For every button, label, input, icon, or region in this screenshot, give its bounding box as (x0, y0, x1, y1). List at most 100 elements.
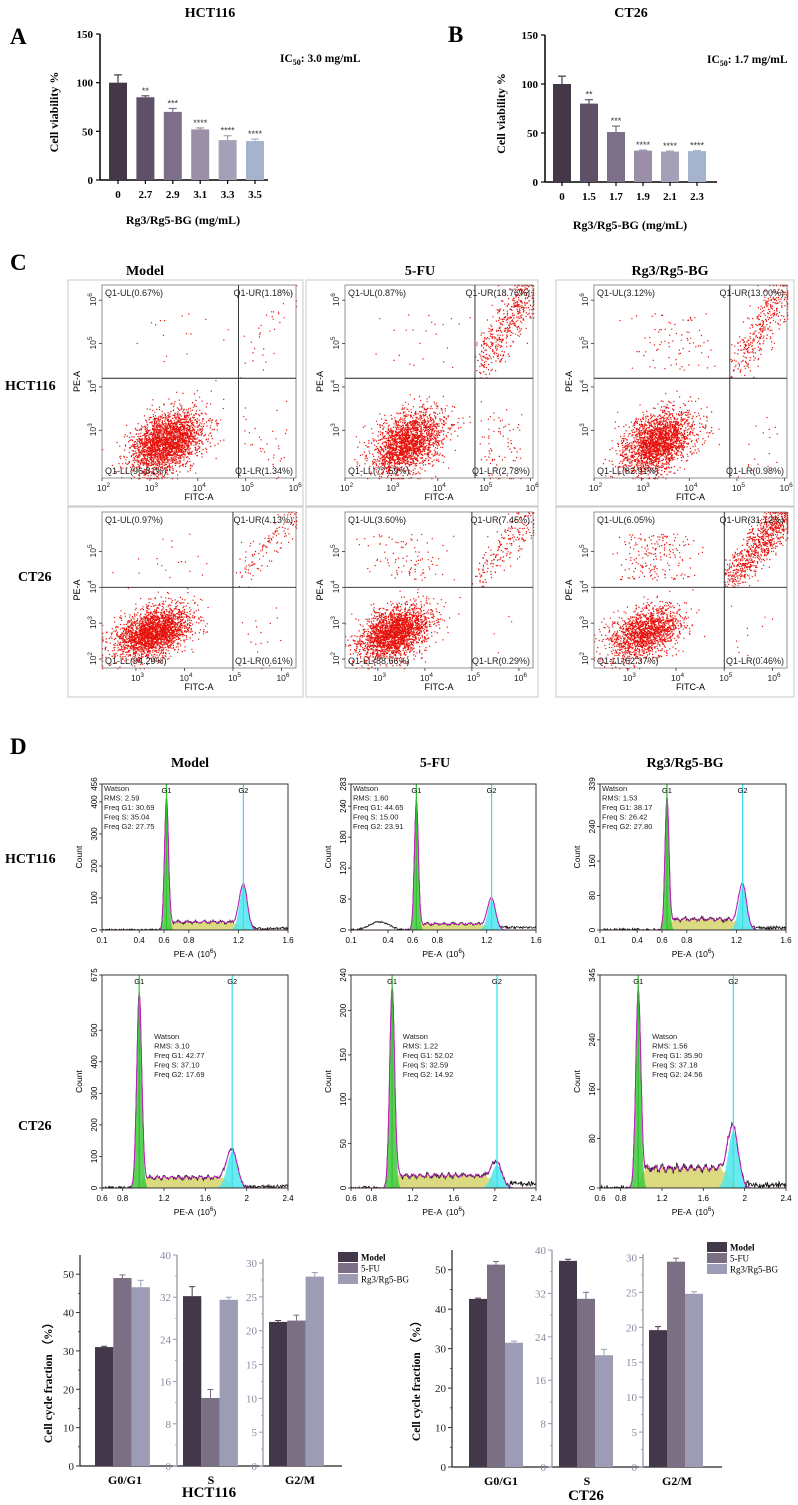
tick-exponent: 4 (330, 379, 337, 383)
x-tick-label: 105 (228, 672, 241, 683)
x-tick-label: 2.4 (780, 1194, 792, 1203)
quadrant-label-ur: Q1-UR(4.13%) (233, 515, 293, 525)
tick-exponent: 6 (523, 672, 527, 679)
watson-stat-line: Freq G1: 52.02 (403, 1051, 453, 1060)
tick-base: 10 (684, 483, 694, 493)
y-tick-label: 0 (88, 175, 94, 187)
legend-label: 5-FU (730, 1254, 750, 1264)
tick-exponent: 3 (632, 672, 636, 679)
y-tick-label: 0 (252, 1461, 258, 1473)
x-tick-label: 104 (684, 482, 697, 493)
bar (607, 132, 625, 182)
x-axis-label: PE-A (106) (422, 948, 465, 959)
y-tick-label: 5 (632, 1427, 638, 1439)
scatter-points (102, 285, 298, 480)
x-tick-label: 106 (780, 482, 793, 493)
legend-swatch (707, 1242, 727, 1252)
ic50-sub: 50 (293, 58, 301, 67)
y-tick-label: 160 (588, 854, 597, 868)
tick-base: 10 (88, 655, 98, 665)
x-axis-label-xlabel: PE-A (672, 949, 692, 959)
ic50-annotation: IC50: 1.7 mg/mL (707, 54, 788, 68)
x-tick-label: 104 (433, 482, 446, 493)
tick-exponent: 6 (87, 293, 94, 297)
y-tick-label: 20 (63, 1384, 75, 1396)
viability-chart-hct116: 0 50 100 150 0 ** 2.7 *** 2.9 **** 3.1 **** 3.3 **** 3… (47, 29, 361, 227)
y-tick-label: 100 (90, 891, 99, 905)
bar-rg3-rg5-bg (219, 1299, 238, 1466)
flow-plot-frame (67, 279, 304, 507)
tick-base: 10 (732, 483, 742, 493)
y-axis-label: Cell viability % (47, 72, 61, 153)
significance-mark: **** (663, 141, 678, 151)
x-tick-label: 3.1 (193, 189, 207, 201)
x-tick-label: 105 (241, 482, 254, 493)
tick-base: 10 (580, 548, 590, 558)
x-tick-label: 1.2 (158, 1194, 170, 1203)
tick-exponent: 4 (87, 580, 94, 584)
plot-area-border (593, 284, 788, 479)
tick-exponent: 3 (140, 672, 144, 679)
ic50-prefix: IC (707, 54, 720, 66)
bar-5-fu (487, 1264, 505, 1467)
tick-base: 10 (580, 655, 590, 665)
x-tick-label: 104 (420, 672, 433, 683)
panel-letter-a: A (10, 24, 27, 49)
x-tick-label: 106 (276, 672, 289, 683)
x-tick-label: 1.6 (200, 1194, 212, 1203)
x-tick-label: 0.1 (594, 936, 606, 945)
tick-exponent: 3 (87, 423, 94, 427)
x-axis-label: Rg3/Rg5-BG (mg/mL) (126, 213, 240, 227)
x-axis-label-xlabel: PE-A (422, 949, 442, 959)
bar-5-fu (201, 1397, 220, 1466)
tick-base: 10 (331, 383, 341, 393)
data-histogram-line (102, 992, 289, 1190)
tick-base: 10 (420, 673, 430, 683)
ic50-text: : 1.7 mg/mL (728, 54, 788, 66)
x-tick-label: 1.2 (233, 936, 245, 945)
y-axis-label: Count (323, 1070, 333, 1093)
g1-peak-area (600, 990, 786, 1188)
tick-base: 10 (671, 673, 681, 683)
y-tick-label: 103 (579, 616, 590, 629)
y-tick-label: 102 (330, 652, 341, 665)
x-tick-label: 106 (514, 672, 527, 683)
x-tick-label: 106 (289, 482, 302, 493)
tick-exponent: 6 (330, 293, 337, 297)
y-axis-label: Cell viability % (494, 73, 508, 154)
cycle-histogram-0: G1 G2 0.1 0.4 0.6 0.8 1.2 1.6 0 100 200 300 400 456 PE… (74, 777, 294, 959)
x-tick-label: 105 (479, 482, 492, 493)
tick-base: 10 (331, 619, 341, 629)
x-axis-label-xunit_close: ) (711, 949, 714, 959)
significance-mark: **** (221, 126, 236, 136)
x-tick-label: 2.1 (663, 191, 677, 203)
ic50-text: : 3.0 mg/mL (301, 53, 361, 65)
tick-base: 10 (589, 483, 599, 493)
bar (109, 82, 127, 180)
plot-area-border (350, 783, 537, 931)
legend-swatch (707, 1264, 727, 1274)
flow-plot-2: Q1-UL(3.12%) Q1-UR(13.00%) Q1-LL(82.91%) Q1… (555, 279, 795, 507)
flow-plot-1: Q1-UL(0.87%) Q1-UR(18.76%) Q1-LL(77.59%) Q1… (305, 279, 539, 507)
tick-exponent: 4 (189, 672, 193, 679)
tick-exponent: 5 (579, 336, 586, 340)
y-tick-label: 150 (522, 30, 539, 42)
y-tick-label: 103 (330, 423, 341, 436)
x-tick-label: 2 (493, 1194, 498, 1203)
bar (191, 129, 210, 180)
x-tick-label: 1.6 (698, 1194, 710, 1203)
quadrant-label-lr: Q1-LR(0.46%) (726, 656, 784, 666)
watson-stat-line: Watson (602, 784, 627, 793)
significance-mark: **** (690, 141, 705, 151)
y-axis-label: Cell cycle fraction （%） (41, 1317, 55, 1443)
bar-5-fu (287, 1320, 306, 1466)
tick-base: 10 (276, 673, 286, 683)
s-phase-area (102, 1176, 288, 1188)
tick-base: 10 (580, 340, 590, 350)
x-axis-label-xunit_exp: 6 (708, 1206, 712, 1213)
y-tick-label: 103 (579, 423, 590, 436)
cycle-histogram-5: G1 G2 0.6 0.8 1.2 1.6 2 2.4 0 80 160 240 345 PE-A (106… (572, 968, 792, 1217)
category-label: G0/G1 (108, 1473, 142, 1487)
x-axis-label: PE-A (106) (672, 1206, 715, 1217)
